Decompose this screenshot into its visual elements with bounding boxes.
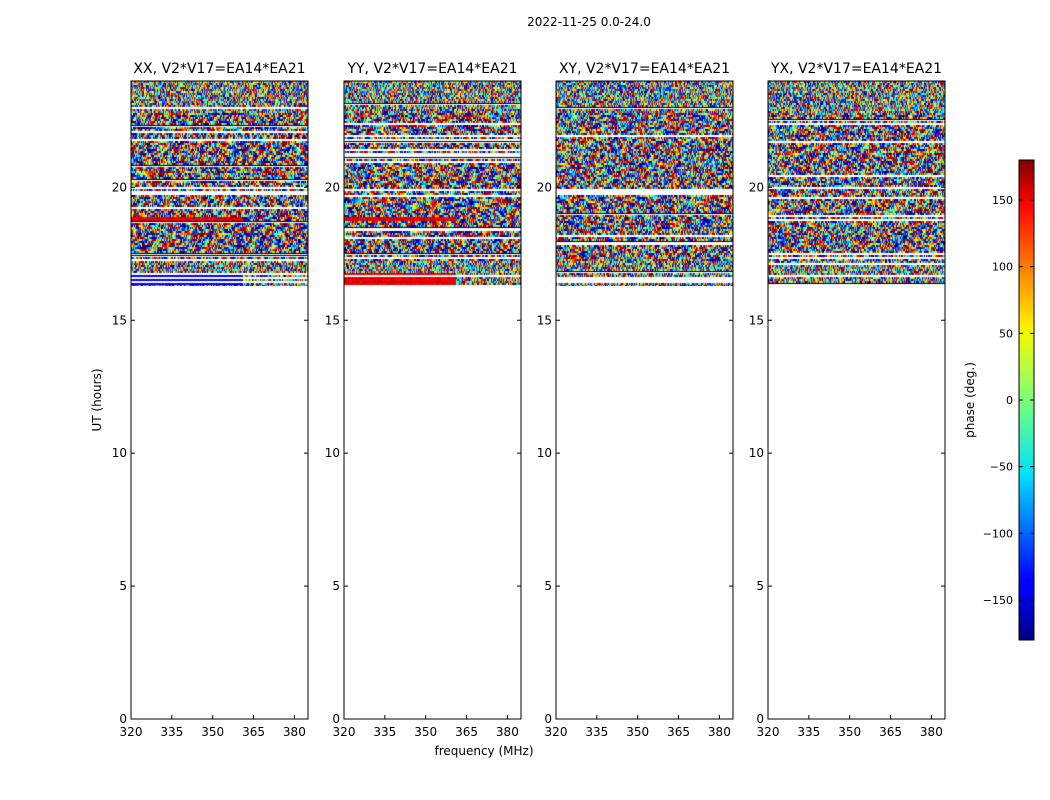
colorbar-tick-label: 150 (992, 194, 1013, 207)
panel-3-frame (555, 80, 734, 720)
x-tick-label: 380 (920, 725, 943, 739)
x-tick-label: 380 (496, 725, 519, 739)
y-tick-label: 0 (119, 712, 127, 726)
panel-4-heatmap (768, 81, 945, 286)
x-tick-label: 335 (585, 725, 608, 739)
panel-4: YX, V2*V17=EA14*EA21 320 335 350 365 380 0 5 10 1… (749, 61, 946, 739)
y-tick-label: 15 (112, 313, 127, 327)
y-tick-label: 10 (537, 446, 552, 460)
panel-2-heatmap (344, 81, 521, 286)
x-tick-label: 380 (708, 725, 731, 739)
y-tick-label: 15 (537, 313, 552, 327)
colorbar-tick-label: 0 (1006, 394, 1013, 407)
x-tick-label: 335 (160, 725, 183, 739)
panel-3-title: XY, V2*V17=EA14*EA21 (559, 61, 730, 77)
colorbar-tick-label: −50 (990, 461, 1013, 474)
x-tick-label: 320 (333, 725, 356, 739)
x-tick-label: 380 (283, 725, 306, 739)
x-tick-label: 350 (838, 725, 861, 739)
y-tick-label: 20 (325, 180, 340, 194)
y-tick-label: 10 (749, 446, 764, 460)
y-tick-label: 20 (537, 180, 552, 194)
x-tick-label: 365 (667, 725, 690, 739)
y-tick-label: 15 (749, 313, 764, 327)
y-tick-label: 0 (544, 712, 552, 726)
y-tick-label: 15 (325, 313, 340, 327)
colorbar-label: phase (deg.) (963, 362, 977, 438)
panel-3-heatmap (556, 81, 733, 286)
panel-1-title: XX, V2*V17=EA14*EA21 (133, 61, 305, 77)
panel-1: XX, V2*V17=EA14*EA21 320 335 350 365 380 0 5 10 1… (112, 61, 309, 739)
x-tick-label: 320 (757, 725, 780, 739)
colorbar-tick-label: 50 (999, 327, 1013, 340)
x-tick-label: 335 (797, 725, 820, 739)
x-tick-label: 350 (414, 725, 437, 739)
x-tick-label: 365 (879, 725, 902, 739)
x-tick-label: 365 (455, 725, 478, 739)
y-axis-label: UT (hours) (90, 368, 104, 431)
x-tick-label: 335 (373, 725, 396, 739)
panel-4-frame (767, 80, 946, 720)
colorbar: −150 −100 −50 0 50 100 150 phase (deg.) (963, 159, 1035, 641)
panel-3: XY, V2*V17=EA14*EA21 320 335 350 365 380 0 5 10 1… (537, 61, 734, 739)
y-tick-label: 20 (749, 180, 764, 194)
colorbar-ticks: −150 −100 −50 0 50 100 150 (983, 194, 1034, 607)
colorbar-tick-label: 100 (992, 261, 1013, 274)
colorbar-tick-label: −100 (983, 527, 1013, 540)
x-tick-label: 320 (120, 725, 143, 739)
panel-4-title: YX, V2*V17=EA14*EA21 (770, 61, 942, 77)
y-tick-label: 0 (332, 712, 340, 726)
panel-1-frame (130, 80, 309, 720)
panel-2-frame (343, 80, 522, 720)
y-tick-label: 5 (332, 579, 340, 593)
y-tick-label: 10 (325, 446, 340, 460)
y-tick-label: 5 (119, 579, 127, 593)
x-axis-label: frequency (MHz) (434, 744, 533, 758)
figure-suptitle: 2022-11-25 0.0-24.0 (527, 15, 651, 29)
y-tick-label: 5 (544, 579, 552, 593)
y-tick-label: 20 (112, 180, 127, 194)
x-tick-label: 320 (545, 725, 568, 739)
x-tick-label: 365 (242, 725, 265, 739)
colorbar-tick-label: −150 (983, 594, 1013, 607)
panel-2: YY, V2*V17=EA14*EA21 320 335 350 365 380 0 5 10 1… (325, 61, 522, 739)
x-tick-label: 350 (201, 725, 224, 739)
panel-2-title: YY, V2*V17=EA14*EA21 (346, 61, 517, 77)
y-tick-label: 10 (112, 446, 127, 460)
panels-group: XX, V2*V17=EA14*EA21 320 335 350 365 380 0 5 10 1… (112, 61, 946, 739)
y-tick-label: 0 (756, 712, 764, 726)
panel-1-heatmap (131, 81, 308, 286)
x-tick-label: 350 (626, 725, 649, 739)
y-tick-label: 5 (756, 579, 764, 593)
